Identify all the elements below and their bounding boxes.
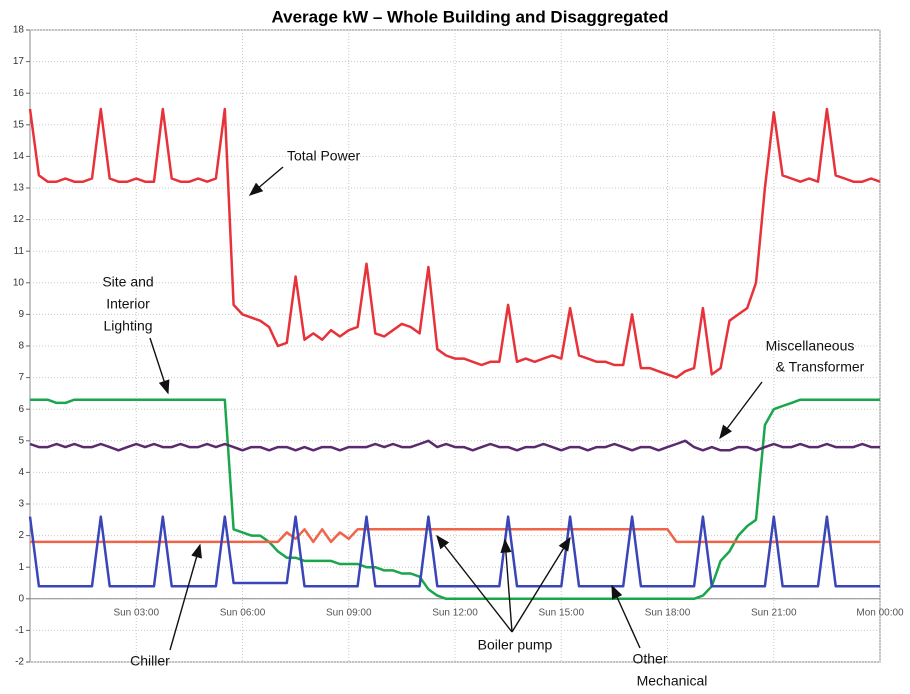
y-tick-label: 7: [18, 372, 24, 383]
annotation: Lighting: [103, 318, 152, 334]
arrow: [611, 584, 641, 649]
x-tick-label: Sun 15:00: [538, 607, 584, 618]
annotation: Total Power: [287, 148, 360, 164]
y-tick-label: -2: [15, 657, 24, 668]
series-line: [28, 107, 881, 379]
x-tick-label: Sun 12:00: [432, 607, 478, 618]
annotation: Miscellaneous: [766, 338, 855, 354]
arrow: [511, 536, 571, 633]
y-tick-label: 15: [13, 119, 25, 130]
arrow: [719, 381, 763, 440]
y-tick-label: 11: [14, 246, 25, 257]
y-tick-label: 9: [18, 309, 24, 320]
arrow: [436, 534, 513, 633]
x-tick-label: Mon 00:00: [856, 607, 904, 618]
y-tick-label: -1: [15, 625, 24, 636]
annotations: Total Power Site and Interior Lighting M…: [102, 148, 864, 689]
y-tick-label: 14: [13, 151, 25, 162]
annotation: Site and: [102, 274, 153, 290]
series-line: [30, 398, 880, 601]
y-tick-label: 3: [18, 499, 24, 510]
x-tick-label: Sun 18:00: [645, 607, 691, 618]
x-tick-label: Sun 21:00: [751, 607, 797, 618]
y-tick-label: 4: [18, 467, 24, 478]
series-lines: [28, 107, 881, 601]
y-tick-label: 17: [13, 56, 25, 67]
x-tick-label: Sun 09:00: [326, 607, 372, 618]
chart-title: Average kW – Whole Building and Disaggre…: [271, 7, 668, 26]
y-tick-label: 12: [13, 214, 25, 225]
annotation: Other: [632, 651, 667, 667]
y-tick-label: 5: [18, 435, 24, 446]
x-tick-label: Sun 03:00: [113, 607, 159, 618]
annotation: Interior: [106, 296, 150, 312]
series-line: [29, 439, 880, 452]
y-tick-label: 0: [18, 593, 24, 604]
y-tick-label: 16: [13, 88, 25, 99]
arrow: [169, 543, 202, 651]
arrow: [248, 166, 284, 196]
series-line: [28, 515, 880, 588]
y-tick-label: 1: [18, 562, 24, 573]
y-tick-label: 10: [13, 277, 25, 288]
y-tick-label: 6: [18, 404, 24, 415]
y-tick-label: 8: [18, 341, 24, 352]
y-tick-label: 13: [13, 183, 25, 194]
arrow: [149, 337, 170, 395]
arrow: [500, 538, 513, 633]
annotation: Boiler pump: [478, 637, 553, 653]
series-line: [30, 528, 880, 544]
y-tick-label: 2: [18, 530, 24, 541]
annotation: Chiller: [130, 653, 170, 669]
y-tick-label: 18: [13, 25, 25, 36]
annotation: & Transformer: [776, 359, 865, 375]
annotation: Mechanical: [637, 673, 708, 689]
x-tick-label: Sun 06:00: [220, 607, 266, 618]
